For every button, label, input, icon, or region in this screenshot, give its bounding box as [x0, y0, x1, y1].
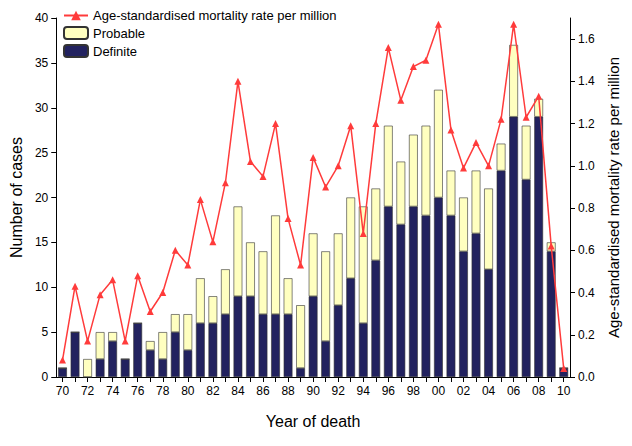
svg-text:92: 92 [332, 384, 346, 398]
svg-text:0.0: 0.0 [578, 370, 595, 384]
svg-text:0.6: 0.6 [578, 243, 595, 257]
svg-text:78: 78 [156, 384, 170, 398]
svg-text:0: 0 [42, 370, 49, 384]
svg-text:Age-standardised mortality rat: Age-standardised mortality rate per mill… [605, 57, 622, 338]
svg-text:Probable: Probable [93, 26, 145, 41]
svg-text:96: 96 [382, 384, 396, 398]
svg-text:80: 80 [181, 384, 195, 398]
svg-text:82: 82 [206, 384, 220, 398]
svg-text:0.4: 0.4 [578, 286, 595, 300]
svg-text:Year of death: Year of death [266, 413, 361, 430]
svg-text:98: 98 [407, 384, 421, 398]
svg-text:1.2: 1.2 [578, 117, 595, 131]
svg-text:72: 72 [81, 384, 95, 398]
svg-text:02: 02 [457, 384, 471, 398]
svg-text:30: 30 [35, 101, 49, 115]
svg-text:86: 86 [256, 384, 270, 398]
svg-text:1.0: 1.0 [578, 159, 595, 173]
svg-text:Definite: Definite [93, 44, 137, 59]
svg-text:94: 94 [357, 384, 371, 398]
svg-text:70: 70 [56, 384, 70, 398]
svg-text:00: 00 [432, 384, 446, 398]
svg-text:0.2: 0.2 [578, 328, 595, 342]
svg-text:90: 90 [306, 384, 320, 398]
svg-text:25: 25 [35, 146, 49, 160]
svg-text:5: 5 [42, 325, 49, 339]
svg-text:06: 06 [507, 384, 521, 398]
svg-text:15: 15 [35, 235, 49, 249]
svg-text:Number of cases: Number of cases [8, 137, 25, 258]
svg-text:04: 04 [482, 384, 496, 398]
svg-text:20: 20 [35, 191, 49, 205]
svg-text:88: 88 [281, 384, 295, 398]
svg-text:40: 40 [35, 11, 49, 25]
svg-text:0.8: 0.8 [578, 201, 595, 215]
svg-text:1.4: 1.4 [578, 74, 595, 88]
svg-text:10: 10 [35, 280, 49, 294]
svg-text:74: 74 [106, 384, 120, 398]
svg-text:08: 08 [532, 384, 546, 398]
svg-text:Age-standardised mortality rat: Age-standardised mortality rate per mill… [93, 8, 337, 23]
svg-text:1.6: 1.6 [578, 32, 595, 46]
svg-text:10: 10 [557, 384, 571, 398]
svg-text:76: 76 [131, 384, 145, 398]
svg-text:84: 84 [231, 384, 245, 398]
svg-text:35: 35 [35, 56, 49, 70]
